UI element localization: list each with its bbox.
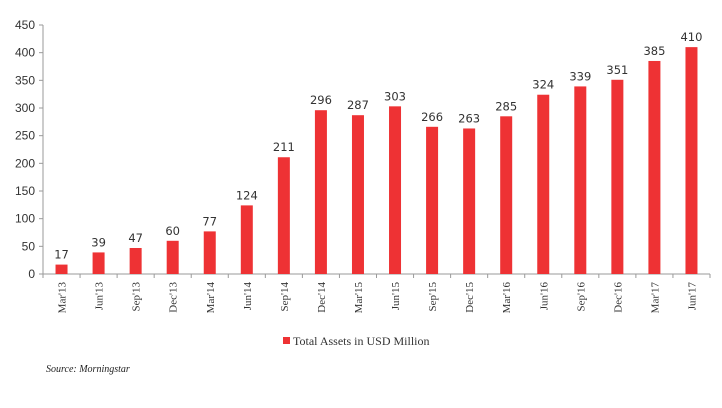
- x-tick-label: Sep'13: [131, 282, 143, 312]
- y-tick-label: 50: [22, 239, 36, 253]
- bar: [166, 240, 179, 274]
- x-tick-label: Jun'17: [686, 282, 698, 311]
- data-label: 287: [347, 98, 369, 112]
- bar: [277, 157, 290, 274]
- data-label: 17: [54, 248, 69, 262]
- y-tick-label: 300: [15, 101, 35, 115]
- data-label: 339: [569, 69, 591, 83]
- x-tick-label: Mar'16: [501, 282, 513, 314]
- x-tick-label: Sep'14: [279, 282, 291, 312]
- x-tick-label: Jun'14: [242, 282, 254, 311]
- bar: [611, 79, 624, 274]
- bar: [648, 60, 661, 274]
- data-labels: 17 39 47 60 77 124 211 296 287 303 266 263 285 324 339…: [54, 30, 702, 261]
- y-tick-label: 250: [15, 129, 35, 143]
- x-tick-label: Sep'16: [575, 282, 587, 312]
- y-axis-ticks: 0 50 100 150 200 250 300 350 400 450: [15, 18, 43, 281]
- bar: [500, 116, 513, 274]
- data-label: 47: [128, 231, 143, 245]
- x-tick-label: Dec'15: [464, 282, 476, 313]
- bar: [463, 128, 476, 274]
- y-tick-label: 200: [15, 156, 35, 170]
- y-tick-label: 100: [15, 212, 35, 226]
- data-label: 410: [680, 30, 702, 44]
- bar: [389, 106, 402, 274]
- y-tick-label: 450: [15, 18, 35, 32]
- data-label: 266: [421, 110, 443, 124]
- y-tick-label: 350: [15, 73, 35, 87]
- x-tick-label: Sep'15: [427, 282, 439, 312]
- x-tick-label: Mar'14: [205, 282, 217, 314]
- bar: [203, 231, 216, 274]
- data-label: 77: [202, 214, 217, 228]
- data-label: 285: [495, 99, 517, 113]
- x-tick-label: Jun'16: [538, 282, 550, 311]
- bar: [426, 126, 439, 275]
- y-tick-label: 150: [15, 184, 35, 198]
- legend: Total Assets in USD Million: [283, 334, 430, 348]
- x-tick-label: Mar'17: [649, 282, 661, 314]
- legend-swatch: [283, 337, 290, 344]
- bar: [55, 264, 68, 274]
- data-label: 351: [606, 63, 628, 77]
- data-label: 385: [643, 44, 665, 58]
- data-label: 324: [532, 78, 554, 92]
- y-tick-label: 0: [28, 267, 35, 281]
- x-tick-label: Dec'13: [168, 282, 180, 313]
- y-tick-label: 400: [15, 46, 35, 60]
- x-tick-label: Mar'13: [57, 282, 69, 314]
- legend-label: Total Assets in USD Million: [293, 334, 430, 348]
- data-label: 60: [165, 224, 180, 238]
- data-label: 263: [458, 111, 480, 125]
- x-axis-ticks: Mar'13 Jun'13 Sep'13 Dec'13 Mar'14 Jun'14 Sep'…: [42, 274, 711, 314]
- bars: [55, 47, 698, 275]
- bar: [351, 115, 364, 275]
- bar: [314, 110, 327, 274]
- bar: [92, 252, 105, 274]
- x-tick-label: Dec'14: [316, 282, 328, 313]
- bar: [685, 47, 698, 275]
- x-tick-label: Mar'15: [353, 282, 365, 314]
- x-tick-label: Jun'15: [390, 282, 402, 311]
- bar: [537, 94, 550, 274]
- x-tick-label: Jun'13: [94, 282, 106, 311]
- x-tick-label: Dec'16: [612, 282, 624, 313]
- data-label: 303: [384, 89, 406, 103]
- data-label: 124: [236, 188, 258, 202]
- source-note: Source: Morningstar: [46, 364, 130, 375]
- bar: [240, 205, 253, 274]
- bar: [574, 86, 587, 274]
- data-label: 296: [310, 93, 332, 107]
- data-label: 211: [273, 140, 295, 154]
- data-label: 39: [91, 235, 106, 249]
- bar: [129, 247, 142, 274]
